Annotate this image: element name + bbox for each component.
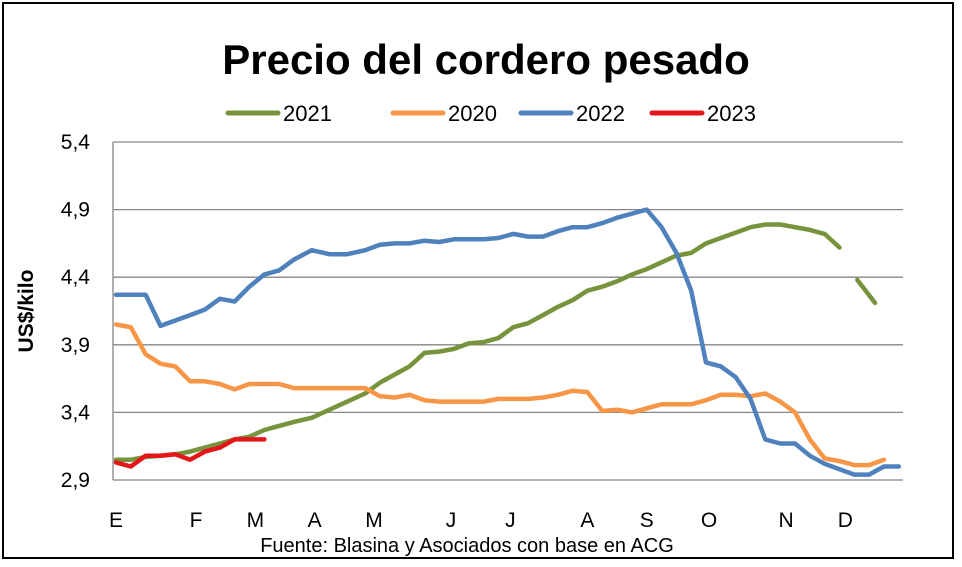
plot-lines (113, 207, 902, 477)
y-axis-label: US$/kilo (15, 270, 38, 353)
series-2023 (113, 437, 267, 469)
x-tick-label: M (365, 509, 383, 532)
y-tick-label: 2,9 (61, 469, 90, 492)
chart-title: Precio del cordero pesado (222, 36, 750, 83)
series-line-2021 (113, 222, 842, 462)
x-tick-label: J (446, 509, 457, 532)
gridlines (112, 141, 903, 481)
series-2020 (113, 322, 887, 468)
legend-label-2022: 2022 (576, 101, 625, 126)
x-tick-label: M (247, 509, 265, 532)
series-line-2022 (113, 207, 902, 477)
series-2022 (113, 207, 902, 477)
y-tick-label: 5,4 (61, 131, 91, 154)
y-tick-label: 4,4 (61, 266, 91, 289)
x-tick-label: E (109, 509, 123, 532)
legend-label-2021: 2021 (283, 101, 332, 126)
y-tick-label: 3,4 (61, 401, 91, 424)
legend-label-2023: 2023 (707, 101, 756, 126)
x-tick-label: S (640, 509, 654, 532)
y-tick-label: 3,9 (61, 334, 90, 357)
x-tick-label: F (190, 509, 203, 532)
x-tick-label: D (838, 509, 853, 532)
series-line-2023 (113, 437, 267, 469)
chart-frame (2, 2, 954, 559)
series-line-2021 (855, 277, 878, 306)
legend: 2021 2020 2022 2023 (225, 101, 756, 126)
x-tick-label: O (701, 509, 717, 532)
x-tick-label: A (308, 509, 322, 532)
y-tick-labels: 5,4 4,9 4,4 3,9 3,4 2,9 (61, 131, 91, 492)
y-tick-label: 4,9 (61, 199, 90, 222)
x-tick-label: J (505, 509, 516, 532)
x-tick-label: N (779, 509, 794, 532)
x-tick-label: A (580, 509, 594, 532)
legend-label-2020: 2020 (448, 101, 497, 126)
series-line-2020 (113, 322, 887, 468)
source-note: Fuente: Blasina y Asociados con base en … (260, 535, 674, 557)
